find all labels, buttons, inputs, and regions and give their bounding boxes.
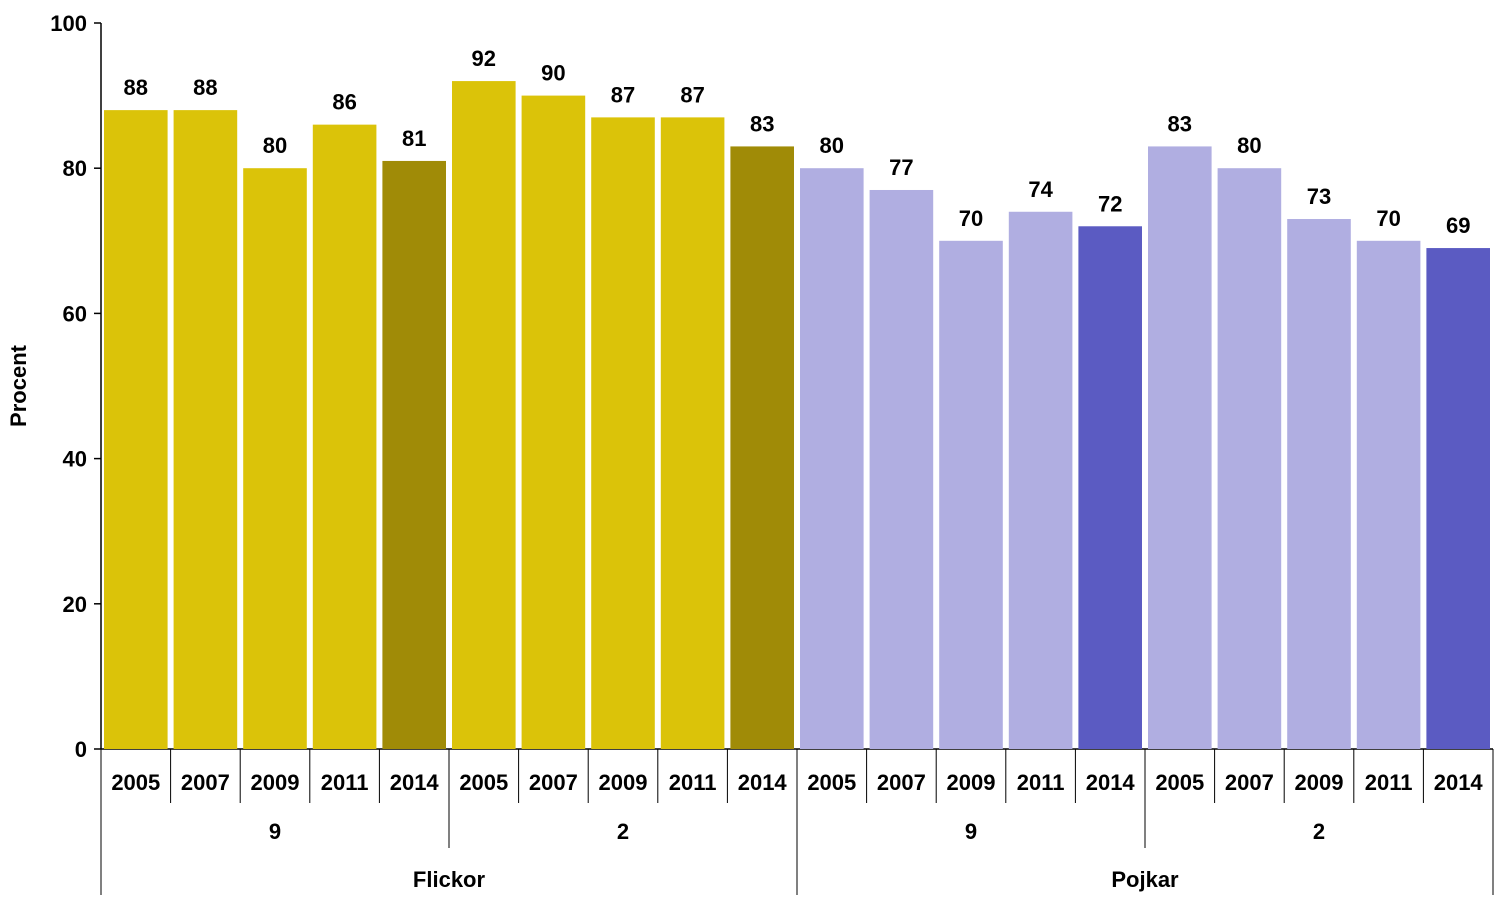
x-group-label: Pojkar	[1111, 867, 1179, 892]
x-year-label: 2011	[1365, 770, 1413, 795]
x-subgroup-label: 9	[965, 819, 977, 844]
x-year-label: 2011	[669, 770, 717, 795]
bar	[521, 95, 586, 750]
bar	[452, 81, 516, 749]
y-tick-label: 60	[63, 301, 87, 326]
bar-value-label: 70	[959, 206, 983, 231]
y-tick-label: 100	[50, 11, 87, 36]
bar	[1287, 219, 1351, 749]
y-axis-title: Procent	[6, 344, 31, 427]
x-year-label: 2007	[1225, 770, 1274, 795]
bar	[1078, 226, 1142, 749]
bar	[312, 124, 377, 749]
x-year-label: 2007	[877, 770, 926, 795]
bar-value-label: 74	[1028, 177, 1053, 202]
bar	[660, 117, 725, 749]
x-year-label: 2005	[807, 770, 856, 795]
bar-value-label: 72	[1098, 191, 1122, 216]
bar	[1356, 240, 1421, 750]
bar	[382, 160, 446, 749]
x-year-label: 2007	[529, 770, 578, 795]
x-subgroup-label: 2	[617, 819, 629, 844]
bar-value-label: 88	[193, 75, 217, 100]
bar-value-label: 81	[402, 126, 426, 151]
x-year-label: 2007	[181, 770, 230, 795]
x-year-label: 2011	[1017, 770, 1065, 795]
bar-value-label: 88	[124, 75, 148, 100]
y-tick-label: 40	[63, 447, 87, 472]
bar-value-label: 83	[1168, 111, 1192, 136]
bar	[1217, 168, 1282, 749]
bar	[1008, 211, 1073, 749]
x-group-label: Flickor	[413, 867, 486, 892]
x-year-label: 2009	[599, 770, 648, 795]
bar	[939, 240, 1003, 750]
x-year-label: 2014	[390, 770, 440, 795]
bar-value-label: 92	[472, 46, 496, 71]
x-year-label: 2005	[1155, 770, 1204, 795]
bar	[591, 117, 655, 749]
bar-value-label: 80	[820, 133, 844, 158]
bar	[869, 189, 934, 750]
bar-value-label: 73	[1307, 184, 1331, 209]
bar-value-label: 86	[332, 90, 356, 115]
bar	[104, 110, 168, 750]
x-year-label: 2014	[1434, 770, 1484, 795]
plot-area: 0 20 40 60 80 100 88 2005 88 2007 80 2009 86 2011 81 20…	[50, 11, 1494, 895]
bar-value-label: 87	[680, 82, 704, 107]
bar-value-label: 83	[750, 111, 774, 136]
bar-value-label: 70	[1376, 206, 1400, 231]
bar	[1426, 248, 1490, 749]
y-tick-label: 80	[63, 156, 87, 181]
x-subgroup-label: 9	[269, 819, 281, 844]
x-year-label: 2009	[947, 770, 996, 795]
x-year-label: 2014	[1086, 770, 1136, 795]
x-year-label: 2014	[738, 770, 788, 795]
x-year-label: 2005	[111, 770, 160, 795]
bar-value-label: 77	[889, 155, 913, 180]
bar-value-label: 80	[263, 133, 287, 158]
x-year-label: 2009	[1295, 770, 1344, 795]
x-subgroup-label: 2	[1313, 819, 1325, 844]
bar-value-label: 69	[1446, 213, 1470, 238]
bar-value-label: 90	[541, 61, 565, 86]
bar	[173, 110, 238, 750]
bar	[1148, 146, 1212, 750]
bar	[800, 168, 864, 749]
bar-value-label: 87	[611, 82, 635, 107]
bar-value-label: 80	[1237, 133, 1261, 158]
bar	[243, 168, 307, 749]
bar	[730, 146, 794, 750]
x-year-label: 2005	[459, 770, 508, 795]
y-tick-label: 20	[63, 592, 87, 617]
y-tick-label: 0	[75, 737, 87, 762]
x-year-label: 2011	[321, 770, 369, 795]
x-year-label: 2009	[251, 770, 300, 795]
